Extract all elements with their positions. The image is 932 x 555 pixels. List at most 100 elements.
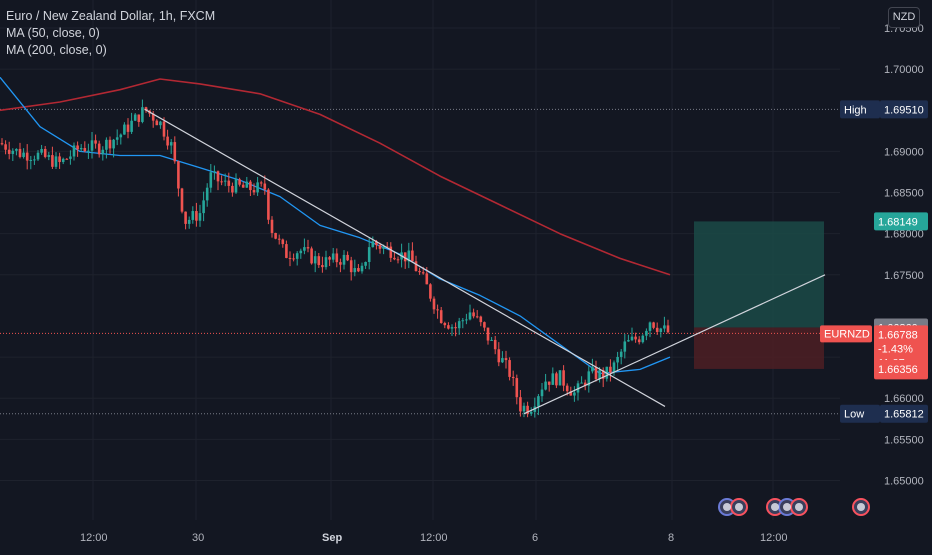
candle-body bbox=[256, 182, 259, 193]
candle-body bbox=[191, 211, 195, 220]
candle-body bbox=[277, 238, 281, 240]
symbol-title[interactable]: Euro / New Zealand Dollar, 1h, FXCM bbox=[6, 9, 216, 23]
low-value: 1.65812 bbox=[884, 409, 924, 421]
time-tick-label: 8 bbox=[668, 532, 674, 544]
low-value-bg bbox=[880, 404, 928, 423]
event-badges-group-2[interactable] bbox=[766, 498, 808, 516]
candle-body bbox=[601, 370, 605, 379]
candle-body bbox=[436, 309, 439, 311]
candle-body bbox=[594, 366, 598, 380]
candle-body bbox=[339, 262, 342, 265]
candle-body bbox=[565, 385, 569, 392]
candle-body bbox=[281, 239, 285, 245]
candle-body bbox=[198, 213, 202, 221]
candle-body bbox=[29, 159, 33, 161]
candle-body bbox=[479, 316, 483, 323]
chart-legend: Euro / New Zealand Dollar, 1h, FXCM MA (… bbox=[6, 8, 215, 59]
candle-body bbox=[439, 310, 443, 324]
candle-body bbox=[414, 261, 418, 272]
candle-body bbox=[220, 181, 223, 183]
candle-body bbox=[133, 114, 137, 121]
candle-body bbox=[51, 155, 54, 167]
candle-body bbox=[385, 246, 389, 248]
candle-body bbox=[209, 172, 213, 188]
ma200-legend[interactable]: MA (200, close, 0) bbox=[6, 43, 107, 57]
candle-body bbox=[205, 187, 209, 201]
candle-body bbox=[619, 351, 623, 357]
candle-body bbox=[288, 257, 292, 259]
candle-body bbox=[357, 268, 360, 272]
event-badges-group-1[interactable] bbox=[718, 498, 748, 516]
candle-body bbox=[87, 150, 90, 152]
event-flag-icon[interactable] bbox=[852, 498, 870, 516]
candle-body bbox=[468, 312, 472, 320]
high-label-bg bbox=[840, 100, 880, 119]
event-badges-group-3[interactable] bbox=[852, 498, 870, 516]
event-flag-icon[interactable] bbox=[730, 498, 748, 516]
candle-body bbox=[655, 327, 659, 332]
symbol-tag: EURNZD bbox=[824, 328, 870, 340]
candle-body bbox=[216, 171, 220, 182]
candle-body bbox=[353, 268, 357, 273]
candle-body bbox=[267, 189, 270, 220]
candle-body bbox=[234, 179, 238, 193]
candle-body bbox=[79, 148, 83, 150]
candle-body bbox=[321, 265, 324, 268]
candle-body bbox=[501, 358, 504, 363]
take-profit-zone bbox=[694, 221, 824, 328]
candle-body bbox=[461, 320, 465, 322]
low-label: Low bbox=[844, 409, 864, 421]
candle-body bbox=[537, 396, 540, 407]
candle-body bbox=[274, 232, 277, 239]
candle-body bbox=[544, 381, 547, 390]
candle-body bbox=[497, 349, 501, 363]
candle-body bbox=[0, 143, 4, 145]
time-tick-label: 12:00 bbox=[80, 532, 108, 544]
candle-body bbox=[328, 257, 331, 260]
candle-body bbox=[177, 161, 180, 189]
candle-body bbox=[90, 140, 94, 151]
candle-body bbox=[634, 336, 637, 340]
candle-body bbox=[486, 327, 490, 341]
event-flag-icon[interactable] bbox=[790, 498, 808, 516]
candle-body bbox=[519, 397, 522, 412]
candle-body bbox=[18, 148, 22, 157]
candle-body bbox=[472, 312, 475, 317]
time-tick-label: 12:00 bbox=[420, 532, 448, 544]
candle-body bbox=[529, 411, 533, 414]
candle-body bbox=[105, 139, 108, 150]
candle-body bbox=[504, 358, 508, 361]
candle-body bbox=[540, 389, 544, 397]
candle-body bbox=[126, 124, 130, 132]
candle-body bbox=[580, 382, 583, 384]
candle-body bbox=[317, 256, 321, 266]
candle-body bbox=[83, 148, 87, 152]
candle-body bbox=[367, 247, 371, 262]
candle-body bbox=[245, 181, 249, 188]
stop-price-tag: 1.66356 bbox=[878, 364, 918, 376]
candle-body bbox=[515, 378, 519, 398]
candle-body bbox=[511, 376, 515, 379]
candle-body bbox=[303, 247, 306, 251]
candle-body bbox=[97, 143, 101, 155]
candle-body bbox=[72, 145, 76, 157]
candle-body bbox=[551, 373, 555, 385]
candle-body bbox=[61, 158, 65, 163]
candle-body bbox=[202, 200, 205, 214]
candle-body bbox=[306, 247, 310, 249]
candle-body bbox=[223, 180, 227, 182]
candle-body bbox=[403, 252, 407, 262]
candle-body bbox=[475, 316, 479, 318]
candle-body bbox=[119, 134, 123, 138]
candle-body bbox=[526, 405, 529, 414]
candle-body bbox=[623, 341, 627, 352]
ma50-legend[interactable]: MA (50, close, 0) bbox=[6, 26, 100, 40]
candle-body bbox=[299, 250, 303, 254]
currency-badge[interactable]: NZD bbox=[888, 7, 920, 28]
candle-body bbox=[522, 405, 526, 412]
candle-body bbox=[295, 253, 299, 259]
candle-body bbox=[645, 330, 648, 336]
candle-body bbox=[508, 360, 511, 377]
